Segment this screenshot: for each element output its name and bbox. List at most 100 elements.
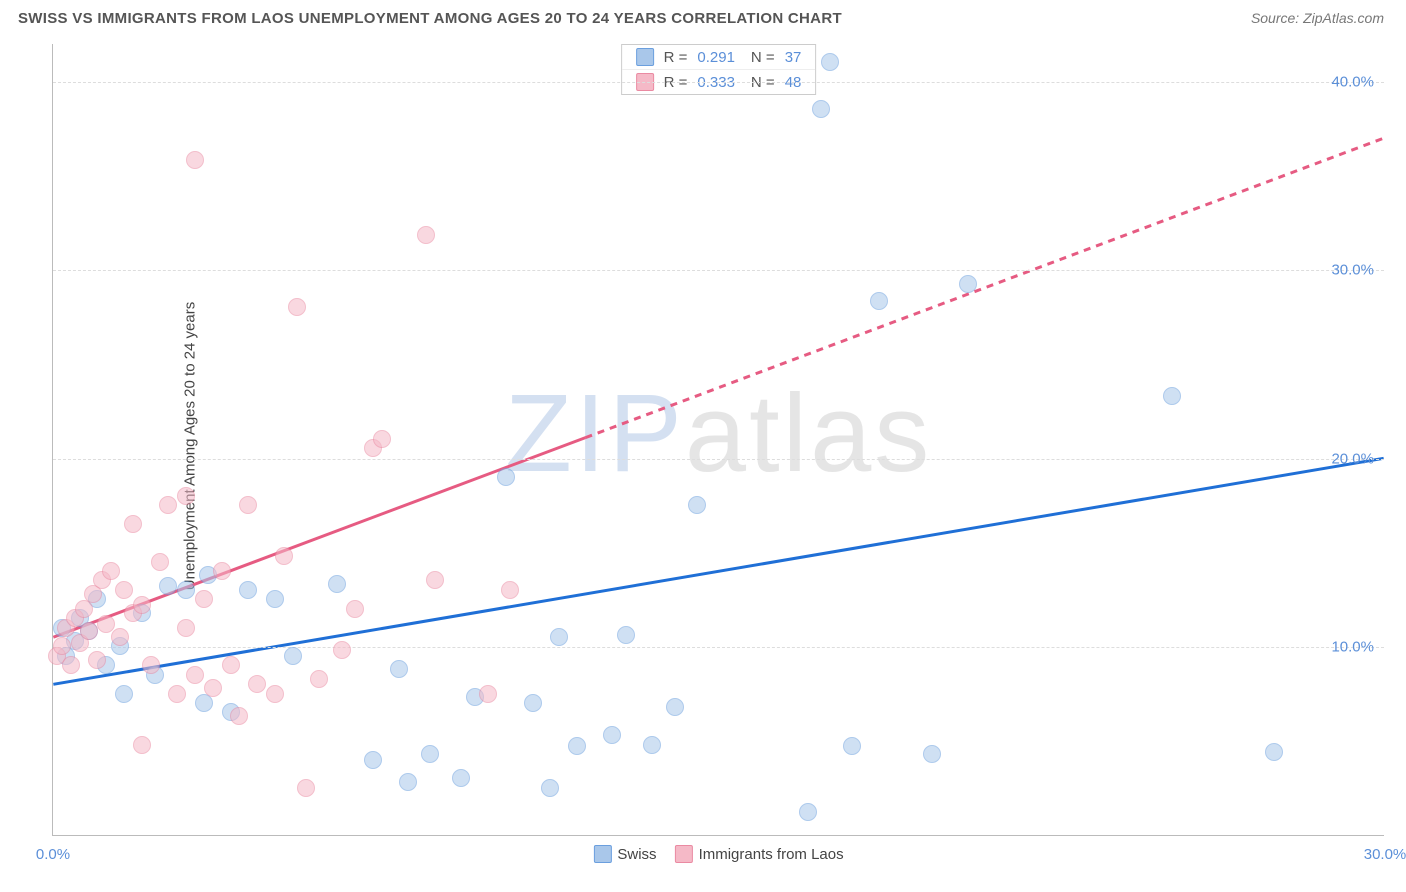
scatter-point	[346, 600, 364, 618]
trend-lines-svg	[53, 44, 1384, 835]
chart-title: SWISS VS IMMIGRANTS FROM LAOS UNEMPLOYME…	[18, 10, 842, 27]
plot-area: ZIPatlas R =0.291N =37R =0.333N =48 Swis…	[52, 44, 1384, 836]
y-tick-label: 30.0%	[1331, 262, 1374, 279]
scatter-point	[603, 726, 621, 744]
scatter-point	[1265, 743, 1283, 761]
x-tick-label: 0.0%	[36, 846, 70, 863]
y-tick-label: 40.0%	[1331, 73, 1374, 90]
gridline	[53, 270, 1384, 271]
scatter-point	[111, 628, 129, 646]
scatter-point	[168, 685, 186, 703]
scatter-point	[266, 590, 284, 608]
scatter-point	[195, 590, 213, 608]
scatter-point	[1163, 387, 1181, 405]
scatter-point	[501, 581, 519, 599]
x-tick-label: 30.0%	[1364, 846, 1406, 863]
legend-item: Immigrants from Laos	[675, 845, 844, 863]
scatter-point	[417, 226, 435, 244]
scatter-point	[333, 641, 351, 659]
n-value: 37	[785, 49, 802, 66]
stats-row: R =0.291N =37	[622, 45, 816, 70]
scatter-point	[452, 769, 470, 787]
scatter-point	[297, 779, 315, 797]
series-swatch	[636, 48, 654, 66]
r-label: R =	[664, 49, 688, 66]
scatter-point	[151, 553, 169, 571]
scatter-point	[177, 619, 195, 637]
scatter-point	[159, 496, 177, 514]
scatter-point	[870, 292, 888, 310]
source-name: ZipAtlas.com	[1303, 10, 1384, 26]
scatter-point	[479, 685, 497, 703]
scatter-point	[115, 685, 133, 703]
scatter-point	[568, 737, 586, 755]
scatter-point	[812, 100, 830, 118]
scatter-point	[288, 298, 306, 316]
scatter-point	[239, 496, 257, 514]
scatter-point	[373, 430, 391, 448]
watermark-z: Z	[505, 372, 575, 495]
scatter-point	[799, 803, 817, 821]
scatter-point	[204, 679, 222, 697]
scatter-point	[399, 773, 417, 791]
n-label: N =	[751, 49, 775, 66]
legend-swatch	[593, 845, 611, 863]
scatter-point	[142, 656, 160, 674]
scatter-point	[124, 515, 142, 533]
scatter-point	[666, 698, 684, 716]
scatter-point	[62, 656, 80, 674]
y-tick-label: 20.0%	[1331, 450, 1374, 467]
legend-label: Immigrants from Laos	[699, 846, 844, 863]
scatter-point	[159, 577, 177, 595]
scatter-point	[102, 562, 120, 580]
scatter-point	[364, 751, 382, 769]
watermark-ip: IP	[575, 372, 685, 495]
scatter-point	[284, 647, 302, 665]
scatter-point	[177, 581, 195, 599]
scatter-point	[275, 547, 293, 565]
watermark: ZIPatlas	[505, 370, 933, 497]
scatter-point	[177, 487, 195, 505]
scatter-point	[959, 275, 977, 293]
scatter-point	[239, 581, 257, 599]
watermark-rest: atlas	[685, 372, 932, 495]
scatter-point	[310, 670, 328, 688]
scatter-point	[186, 666, 204, 684]
scatter-point	[541, 779, 559, 797]
scatter-point	[617, 626, 635, 644]
gridline	[53, 647, 1384, 648]
gridline	[53, 82, 1384, 83]
scatter-point	[53, 637, 71, 655]
scatter-point	[688, 496, 706, 514]
scatter-point	[328, 575, 346, 593]
source-attribution: Source: ZipAtlas.com	[1251, 10, 1384, 26]
y-tick-label: 10.0%	[1331, 639, 1374, 656]
scatter-point	[133, 596, 151, 614]
scatter-point	[390, 660, 408, 678]
scatter-point	[230, 707, 248, 725]
scatter-point	[524, 694, 542, 712]
scatter-point	[186, 151, 204, 169]
chart-container: SWISS VS IMMIGRANTS FROM LAOS UNEMPLOYME…	[0, 0, 1406, 892]
source-prefix: Source:	[1251, 10, 1303, 26]
scatter-point	[80, 622, 98, 640]
scatter-point	[550, 628, 568, 646]
legend-item: Swiss	[593, 845, 656, 863]
scatter-point	[426, 571, 444, 589]
scatter-point	[133, 736, 151, 754]
scatter-point	[421, 745, 439, 763]
scatter-point	[843, 737, 861, 755]
correlation-stats-box: R =0.291N =37R =0.333N =48	[621, 44, 817, 95]
scatter-point	[821, 53, 839, 71]
scatter-point	[643, 736, 661, 754]
legend-label: Swiss	[617, 846, 656, 863]
scatter-point	[88, 651, 106, 669]
scatter-point	[213, 562, 231, 580]
legend: Swiss Immigrants from Laos	[593, 845, 843, 863]
legend-swatch	[675, 845, 693, 863]
scatter-point	[923, 745, 941, 763]
scatter-point	[497, 468, 515, 486]
scatter-point	[266, 685, 284, 703]
scatter-point	[248, 675, 266, 693]
gridline	[53, 459, 1384, 460]
